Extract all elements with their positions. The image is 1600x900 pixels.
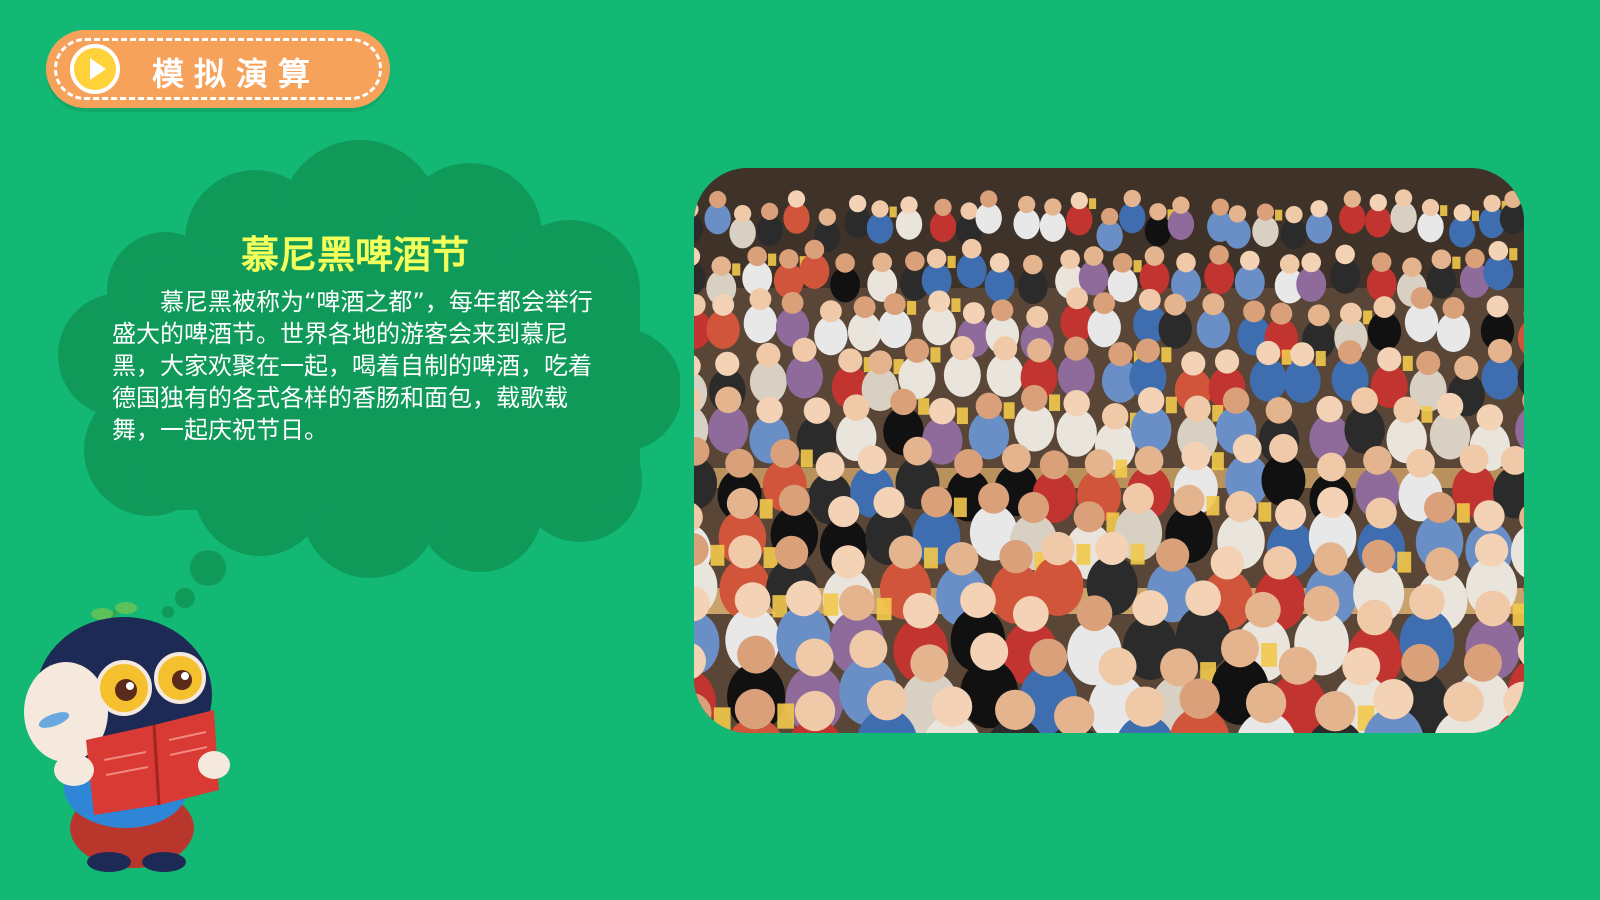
oktoberfest-crowd-photo [694,168,1524,733]
crowd-illustration [694,168,1524,733]
badge-label: 模拟演算 [152,55,321,93]
cloud-body-text: 慕尼黑被称为“啤酒之都”，每年都会举行盛大的啤酒节。世界各地的游客会来到慕尼黑，… [112,288,593,444]
reading-mascot-icon [24,602,230,872]
cloud-title: 慕尼黑啤酒节 [240,233,469,277]
section-badge: 模拟演算 [46,30,390,108]
badge-dashed-border [54,38,382,100]
play-icon [70,44,120,94]
thought-cloud [58,140,680,618]
